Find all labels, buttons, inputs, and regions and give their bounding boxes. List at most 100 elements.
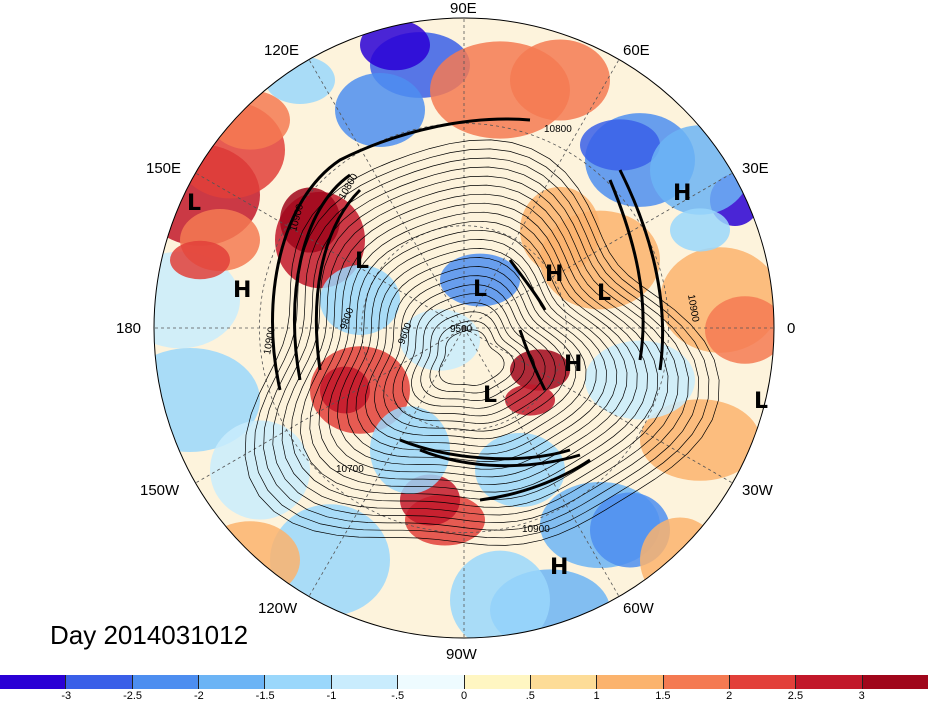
- height-contour: [401, 293, 546, 417]
- height-contour: [392, 284, 556, 424]
- anomaly-patch: [580, 119, 660, 171]
- anomaly-patch: [505, 384, 555, 416]
- colorbar-tick-label: 1.5: [655, 690, 671, 702]
- anomaly-patch: [280, 187, 340, 253]
- jet-contour: [271, 117, 531, 391]
- anomaly-patch: [320, 366, 370, 414]
- height-contour: [272, 166, 689, 523]
- height-contour: [429, 320, 515, 394]
- meridian-line: [463, 59, 620, 329]
- colorbar-tick-label: .5: [525, 690, 535, 702]
- anomaly-patch: [265, 56, 335, 104]
- colorbar-segment: [464, 675, 531, 689]
- colorbar-segment: [132, 675, 200, 689]
- jet-contour: [608, 179, 645, 361]
- colorbar-tick-label: -.5: [391, 690, 405, 702]
- jet-contour: [292, 173, 351, 381]
- low-pressure-label: L: [355, 249, 369, 274]
- meridian-line: [195, 172, 465, 329]
- colorbar-segment: [729, 675, 797, 689]
- height-contour: [355, 248, 597, 455]
- jet-contours: [271, 117, 665, 502]
- jet-contour: [618, 169, 665, 371]
- meridian-line: [463, 172, 733, 329]
- lon-label-150w: 150W: [140, 482, 180, 499]
- jet-contour: [399, 438, 571, 461]
- anomaly-patch: [450, 550, 550, 638]
- lon-label-90e: 90E: [450, 0, 477, 17]
- colorbar-segment: [796, 675, 863, 689]
- height-contour: [281, 175, 679, 516]
- lon-label-0: 0: [787, 320, 796, 337]
- anomaly-patch: [270, 504, 390, 616]
- colorbar-tick-label: 2.5: [787, 690, 804, 702]
- anomaly-patch: [360, 19, 430, 71]
- low-pressure-label: L: [187, 191, 201, 216]
- contour-label: 10900: [522, 524, 550, 535]
- height-contour: [300, 193, 659, 501]
- lon-label-180: 180: [116, 320, 142, 337]
- lon-label-150e: 150E: [146, 160, 182, 177]
- anomaly-patch: [335, 73, 425, 147]
- anomaly-patch: [585, 340, 695, 420]
- lon-label-120w: 120W: [258, 600, 298, 617]
- anomaly-patch: [510, 39, 610, 121]
- jet-contour: [419, 448, 581, 468]
- anomaly-patch: [200, 521, 300, 599]
- colorbar-segment: [597, 675, 664, 689]
- height-contour: [411, 302, 536, 409]
- meridian-line: [308, 327, 465, 597]
- contour-label: 10900: [685, 294, 701, 324]
- low-pressure-label: L: [473, 277, 487, 302]
- anomaly-patch: [475, 432, 565, 508]
- height-contour: [438, 329, 505, 386]
- colorbar-tick-label: 2: [726, 690, 733, 702]
- high-pressure-label: H: [545, 262, 563, 287]
- colorbar-tick-label: 3: [858, 690, 865, 702]
- colorbar-tick-label: 1: [593, 690, 600, 702]
- colorbar-tick-label: -2.5: [123, 690, 143, 702]
- contour-label: 9500: [450, 324, 473, 335]
- anomaly-patch: [210, 420, 310, 520]
- height-contour: [309, 202, 648, 493]
- colorbar-tick-label: 0: [460, 690, 468, 702]
- height-contour: [420, 311, 525, 401]
- colorbar-tick-label: -1.5: [255, 690, 275, 702]
- anomaly-patch: [520, 186, 600, 274]
- colorbar-segment: [663, 675, 730, 689]
- meridian-line: [308, 59, 465, 329]
- anomaly-patch: [650, 125, 750, 215]
- height-contour: [364, 257, 587, 447]
- anomaly-patch: [670, 208, 730, 252]
- colorbar-segment: [398, 675, 465, 689]
- low-pressure-label: L: [597, 281, 611, 306]
- colorbar-segment: [331, 675, 399, 689]
- height-contour: [318, 211, 638, 485]
- lon-label-90w: 90W: [446, 646, 477, 663]
- colorbar-segment: [862, 675, 928, 689]
- jet-contour: [314, 188, 362, 371]
- high-pressure-label: H: [550, 555, 568, 580]
- low-pressure-label: L: [483, 383, 497, 408]
- colorbar-tick-label: -2: [193, 690, 204, 702]
- colorbar-ticks: -3 -2.5 -2 -1.5 -1 -.5 0 .5 1 1.5 2 2.5 3: [0, 690, 928, 702]
- lon-label-60e: 60E: [623, 42, 650, 59]
- height-contour: [383, 275, 566, 432]
- map-title: Day 2014031012: [50, 620, 249, 650]
- anomaly-patch: [210, 90, 290, 150]
- jet-contour: [518, 329, 547, 391]
- contour-label: 10800: [544, 124, 572, 135]
- high-pressure-label: H: [673, 181, 691, 206]
- contour-label: 10900: [262, 326, 278, 356]
- jet-contour: [479, 458, 591, 502]
- height-contour: [290, 184, 669, 508]
- high-pressure-label: H: [564, 352, 582, 377]
- colorbar: [0, 675, 928, 689]
- lon-label-120e: 120E: [264, 42, 300, 59]
- lon-label-30w: 30W: [742, 482, 773, 499]
- height-contour: [346, 239, 607, 462]
- anomaly-patch: [640, 517, 720, 603]
- anomaly-patch: [705, 296, 774, 364]
- colorbar-segment: [199, 675, 266, 689]
